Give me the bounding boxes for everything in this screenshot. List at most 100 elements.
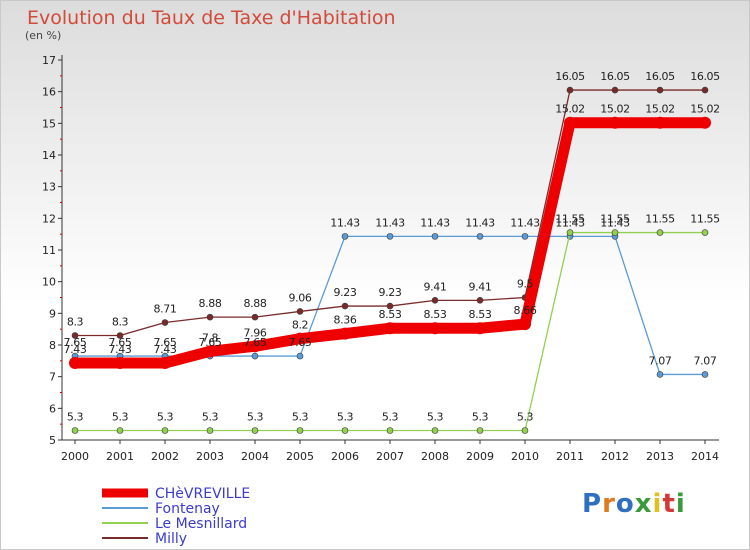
data-point (519, 318, 531, 331)
data-label: 8.3 (112, 316, 129, 329)
data-label: 11.43 (420, 216, 450, 229)
data-point (206, 427, 214, 434)
data-label: 11.55 (555, 213, 585, 226)
data-label: 5.3 (472, 411, 489, 424)
data-label: 9.23 (334, 286, 357, 299)
data-label: 11.43 (330, 216, 360, 229)
data-point (431, 427, 439, 434)
data-label: 7.07 (649, 354, 672, 367)
data-label: 8.3 (67, 316, 84, 329)
x-tick-label: 2010 (511, 450, 539, 463)
data-point (429, 322, 441, 335)
y-tick-label: 12 (42, 212, 56, 225)
data-label: 5.3 (337, 411, 354, 424)
data-point (476, 297, 484, 304)
data-label: 9.41 (469, 280, 492, 293)
data-point (656, 229, 664, 236)
data-label: 7.07 (694, 354, 717, 367)
x-tick-label: 2014 (691, 450, 719, 463)
legend-label: Le Mesnillard (155, 516, 247, 532)
x-tick-label: 2011 (556, 450, 584, 463)
x-tick-label: 2012 (601, 450, 629, 463)
y-tick-label: 9 (49, 307, 56, 320)
data-point (116, 427, 124, 434)
data-point (566, 86, 574, 94)
data-point (296, 427, 304, 434)
data-point (431, 297, 439, 304)
data-point (206, 313, 214, 321)
data-point (161, 427, 169, 434)
y-tick-label: 10 (42, 276, 56, 289)
y-tick-label: 16 (42, 86, 56, 99)
x-tick-label: 2003 (196, 450, 224, 463)
data-point (384, 322, 396, 335)
data-point (294, 332, 306, 345)
data-label: 5.3 (202, 411, 219, 424)
data-point (386, 427, 394, 434)
data-point (161, 319, 169, 326)
data-label: 9.23 (379, 286, 402, 299)
data-label: 16.05 (690, 70, 720, 83)
data-label: 11.55 (645, 213, 675, 226)
data-point (654, 116, 666, 129)
data-label: 5.3 (247, 411, 264, 424)
data-point (564, 116, 576, 129)
y-tick-label: 14 (42, 149, 56, 162)
chart-subtitle: (en %) (25, 29, 61, 42)
data-label: 5.3 (157, 411, 174, 424)
data-point (116, 332, 124, 339)
data-label: 8.53 (379, 308, 402, 321)
data-label: 5.3 (292, 411, 309, 424)
legend-label: Milly (155, 531, 187, 547)
x-tick-label: 2006 (331, 450, 359, 463)
y-tick-label: 15 (42, 117, 56, 130)
data-label: 15.02 (645, 103, 675, 116)
x-tick-label: 2000 (61, 450, 89, 463)
data-point (474, 322, 486, 335)
data-label: 8.66 (514, 304, 537, 317)
data-label: 7.43 (109, 343, 132, 356)
data-label: 15.02 (555, 103, 585, 116)
data-point (611, 86, 619, 94)
data-label: 8.88 (199, 297, 222, 310)
data-label: 11.43 (510, 216, 540, 229)
data-label: 7.43 (154, 343, 177, 356)
data-point (69, 357, 81, 370)
data-label: 5.3 (382, 411, 399, 424)
y-tick-label: 13 (42, 181, 56, 194)
proxiti-logo: Proxiti (582, 489, 686, 519)
y-tick-label: 17 (42, 54, 56, 67)
data-label: 8.2 (292, 319, 308, 332)
data-point (521, 233, 529, 240)
data-label: 7.43 (64, 343, 87, 356)
data-point (609, 116, 621, 129)
data-label: 7.65 (199, 336, 222, 349)
data-point (701, 229, 709, 236)
data-point (566, 229, 574, 236)
data-point (656, 371, 664, 378)
x-tick-label: 2005 (286, 450, 314, 463)
data-label: 8.71 (154, 303, 177, 316)
data-label: 15.02 (690, 103, 720, 116)
data-point (296, 352, 304, 360)
x-tick-label: 2013 (646, 450, 674, 463)
legend-label: CHèVREVILLE (155, 486, 250, 502)
data-label: 11.55 (690, 213, 720, 226)
chart-title: Evolution du Taux de Taxe d'Habitation (27, 7, 396, 29)
data-label: 11.55 (600, 213, 630, 226)
data-point (251, 352, 259, 360)
data-point (339, 327, 351, 340)
data-point (251, 427, 259, 434)
data-point (701, 371, 709, 378)
data-label: 8.36 (334, 314, 357, 327)
data-label: 11.43 (600, 216, 630, 229)
data-label: 15.02 (600, 103, 630, 116)
x-tick-label: 2002 (151, 450, 179, 463)
data-label: 5.3 (67, 411, 84, 424)
data-label: 7.8 (202, 331, 219, 344)
data-label: 7.65 (154, 336, 177, 349)
x-tick-label: 2008 (421, 450, 449, 463)
data-label: 16.05 (600, 70, 630, 83)
